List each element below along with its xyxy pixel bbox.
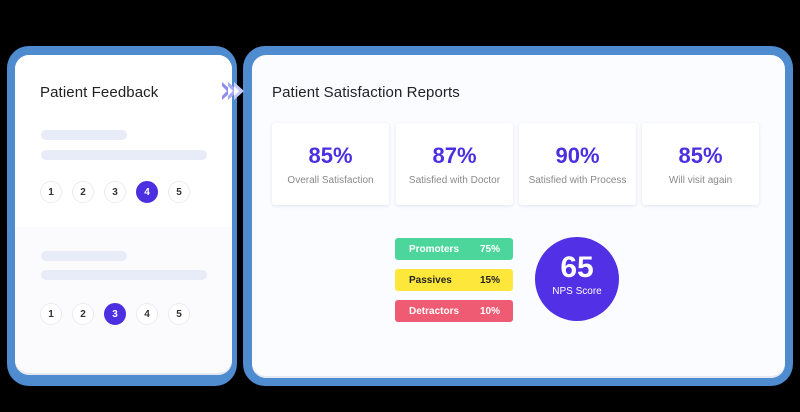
rating-option-2[interactable]: 2 [72, 181, 94, 203]
stat-label: Satisfied with Process [528, 175, 627, 186]
stat-card-will-visit-again: 85% Will visit again [642, 123, 759, 205]
flow-arrow-icon [222, 82, 244, 102]
stat-value: 90% [555, 143, 600, 168]
stat-card-satisfied-process: 90% Satisfied with Process [519, 123, 636, 205]
nps-category-label: Passives [409, 274, 452, 286]
rating-option-4-selected[interactable]: 4 [136, 181, 158, 203]
nps-score-value: 65 [560, 251, 594, 284]
stat-label: Will visit again [668, 175, 733, 186]
stat-card-overall-satisfaction: 85% Overall Satisfaction [272, 123, 389, 205]
chevron-right-icon [228, 82, 238, 100]
rating-option-3-selected[interactable]: 3 [104, 303, 126, 325]
reports-panel [252, 55, 785, 378]
reports-panel-title: Patient Satisfaction Reports [272, 84, 460, 101]
nps-category-label: Promoters [409, 243, 460, 255]
nps-category-value: 15% [479, 274, 500, 286]
nps-score-circle: 65 NPS Score [535, 237, 619, 321]
question-1-skeleton-long [41, 150, 207, 160]
feedback-panel [15, 55, 232, 375]
rating-option-1[interactable]: 1 [40, 181, 62, 203]
question-2-skeleton-long [41, 270, 207, 280]
chevron-right-icon [234, 82, 244, 100]
rating-option-1[interactable]: 1 [40, 303, 62, 325]
nps-detractors-badge: Detractors 10% [395, 300, 513, 322]
rating-option-5[interactable]: 5 [168, 181, 190, 203]
nps-passives-badge: Passives 15% [395, 269, 513, 291]
question-2-rating-row: 1 2 3 4 5 [40, 303, 190, 325]
rating-option-4[interactable]: 4 [136, 303, 158, 325]
question-1-rating-row: 1 2 3 4 5 [40, 181, 190, 203]
stat-label: Satisfied with Doctor [408, 175, 501, 186]
stat-value: 85% [308, 143, 353, 168]
feedback-panel-title: Patient Feedback [40, 84, 159, 101]
nps-category-value: 10% [479, 305, 500, 317]
nps-score-label: NPS Score [552, 286, 602, 297]
question-2-skeleton-short [41, 251, 127, 261]
question-1-skeleton-short [41, 130, 127, 140]
nps-promoters-badge: Promoters 75% [395, 238, 513, 260]
nps-category-value: 75% [479, 243, 500, 255]
stat-value: 87% [432, 143, 477, 168]
rating-option-2[interactable]: 2 [72, 303, 94, 325]
stat-label: Overall Satisfaction [287, 175, 374, 186]
nps-category-label: Detractors [409, 305, 460, 317]
rating-option-5[interactable]: 5 [168, 303, 190, 325]
stat-card-satisfied-doctor: 87% Satisfied with Doctor [396, 123, 513, 205]
rating-option-3[interactable]: 3 [104, 181, 126, 203]
chevron-right-icon [222, 82, 232, 100]
stat-value: 85% [678, 143, 723, 168]
